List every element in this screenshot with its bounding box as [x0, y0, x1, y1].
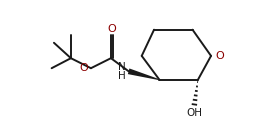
Text: N
H: N H	[118, 62, 125, 81]
Text: O: O	[107, 23, 116, 34]
Text: O: O	[80, 63, 89, 73]
Polygon shape	[128, 69, 160, 80]
Text: OH: OH	[187, 108, 203, 118]
Text: O: O	[215, 51, 224, 61]
